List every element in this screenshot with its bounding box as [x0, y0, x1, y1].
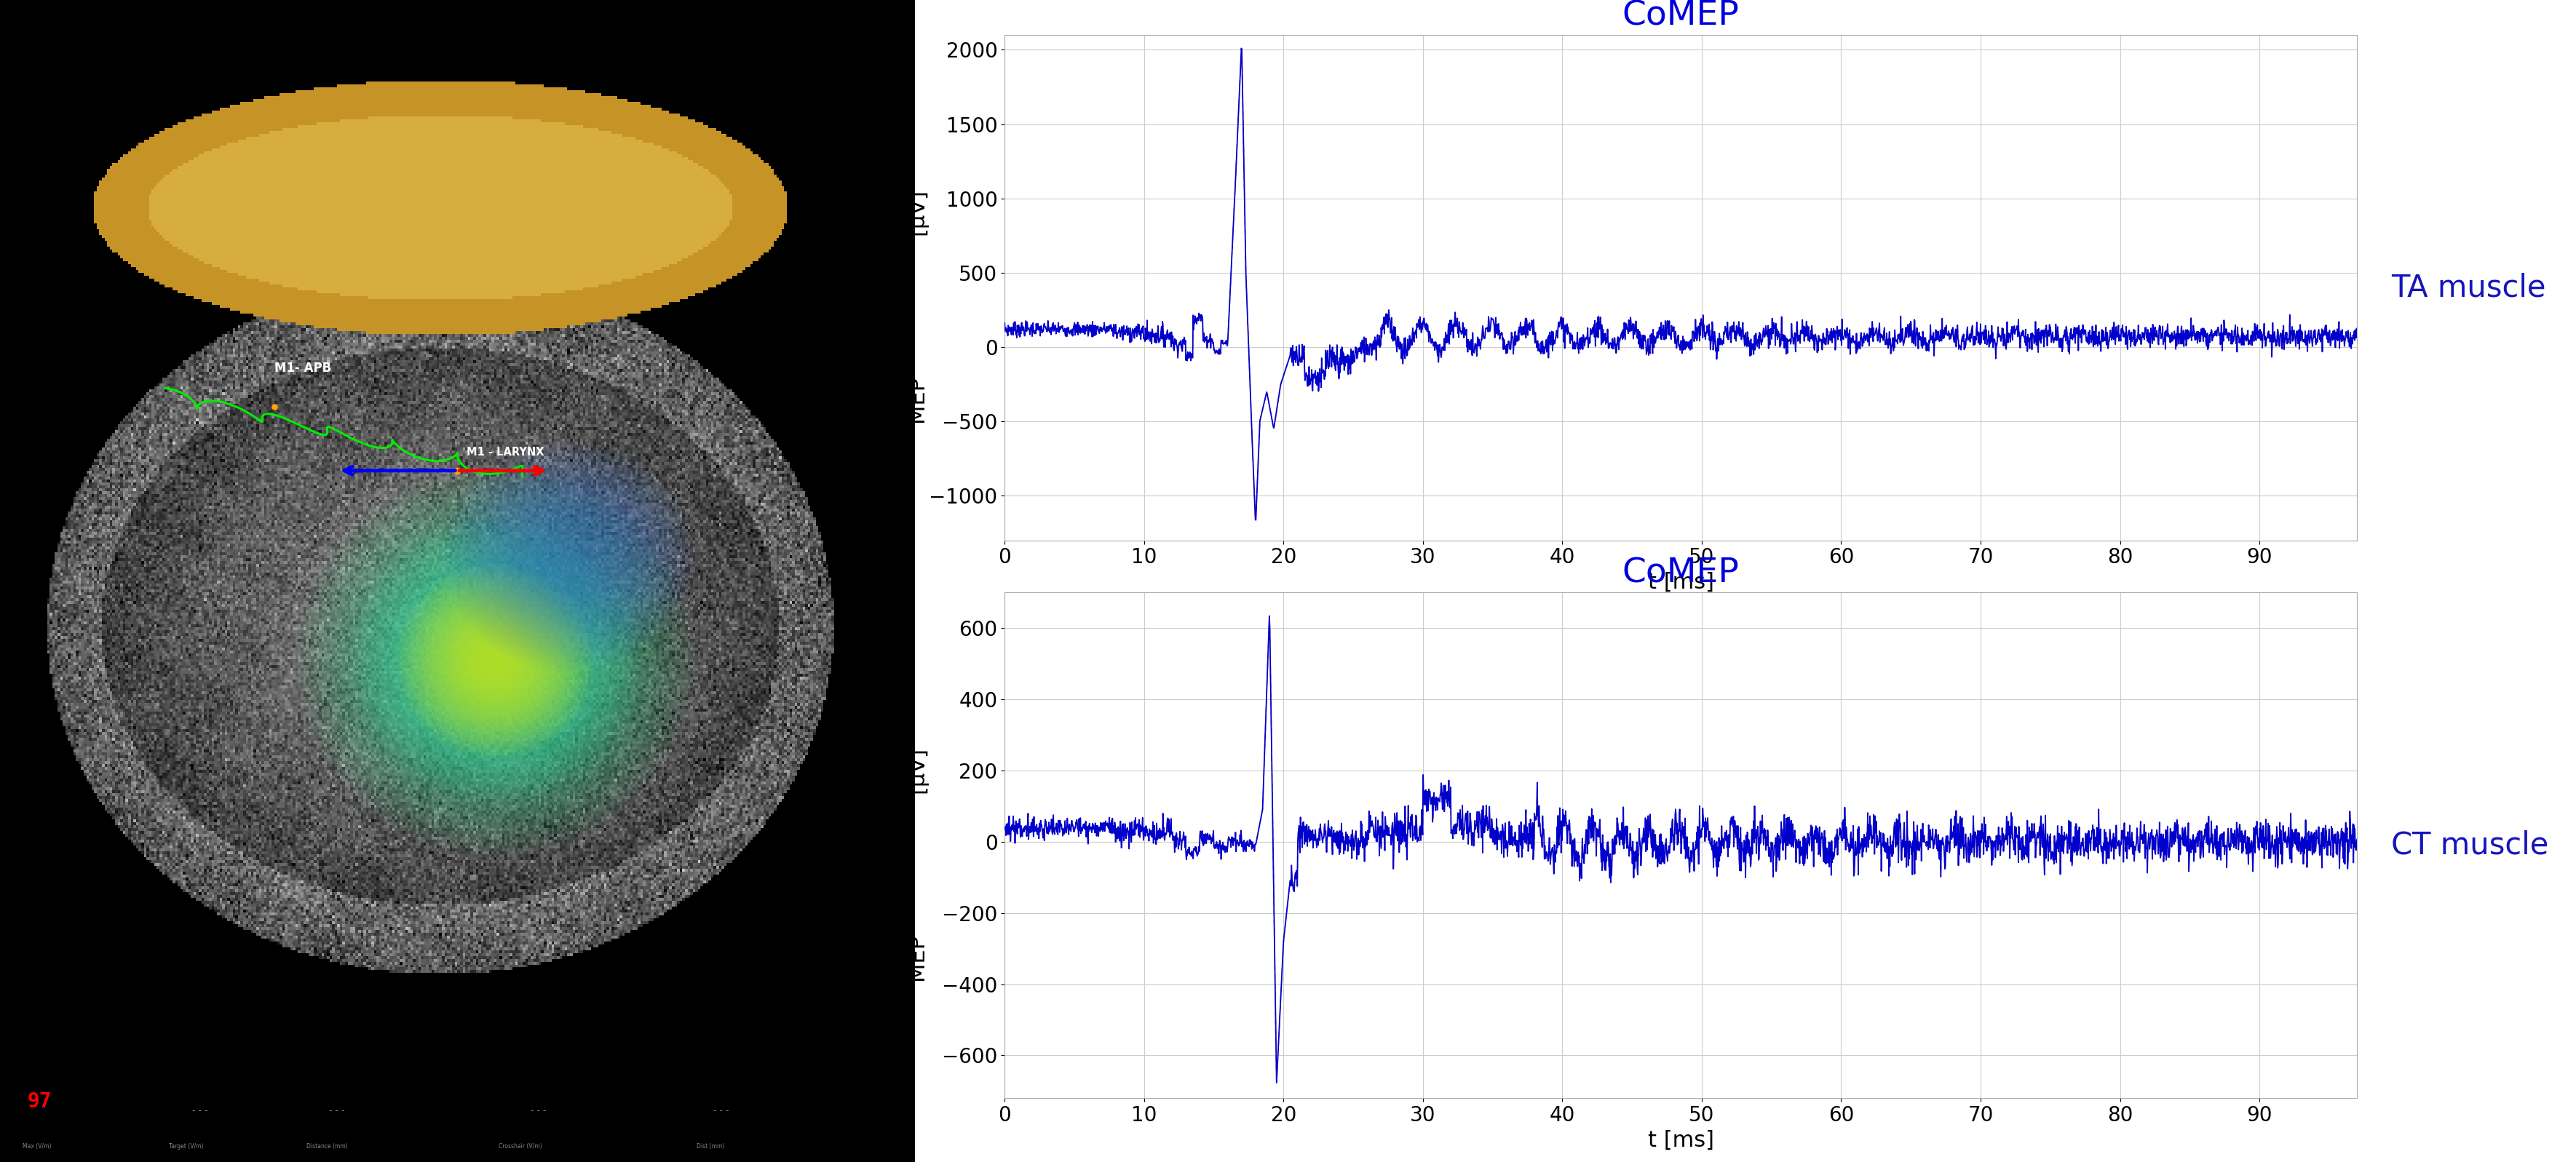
- Text: - - -: - - -: [193, 1106, 209, 1116]
- Text: Crosshair (V/m): Crosshair (V/m): [497, 1143, 541, 1149]
- Text: MEP: MEP: [907, 375, 927, 422]
- Text: [μV]: [μV]: [907, 746, 927, 792]
- Text: Target (V/m): Target (V/m): [170, 1143, 204, 1149]
- Text: TA muscle: TA muscle: [2391, 272, 2545, 303]
- Title: CoMEP: CoMEP: [1623, 0, 1739, 33]
- Text: M1- APB: M1- APB: [276, 361, 332, 375]
- Text: Dist (mm): Dist (mm): [698, 1143, 724, 1149]
- X-axis label: t [ms]: t [ms]: [1649, 1129, 1713, 1150]
- Text: - - -: - - -: [714, 1106, 729, 1116]
- Text: - - -: - - -: [531, 1106, 546, 1116]
- X-axis label: t [ms]: t [ms]: [1649, 572, 1713, 593]
- Text: Distance (mm): Distance (mm): [307, 1143, 348, 1149]
- Bar: [0, 1075, 914, 1162]
- Text: M1 - LARYNX: M1 - LARYNX: [466, 446, 544, 458]
- Text: MEP: MEP: [907, 933, 927, 980]
- Text: [μV]: [μV]: [907, 188, 927, 235]
- Text: - - -: - - -: [330, 1106, 345, 1116]
- Text: Max (V/m): Max (V/m): [23, 1143, 52, 1149]
- Title: CoMEP: CoMEP: [1623, 557, 1739, 590]
- Text: 97: 97: [28, 1091, 52, 1112]
- Text: CT muscle: CT muscle: [2391, 830, 2548, 861]
